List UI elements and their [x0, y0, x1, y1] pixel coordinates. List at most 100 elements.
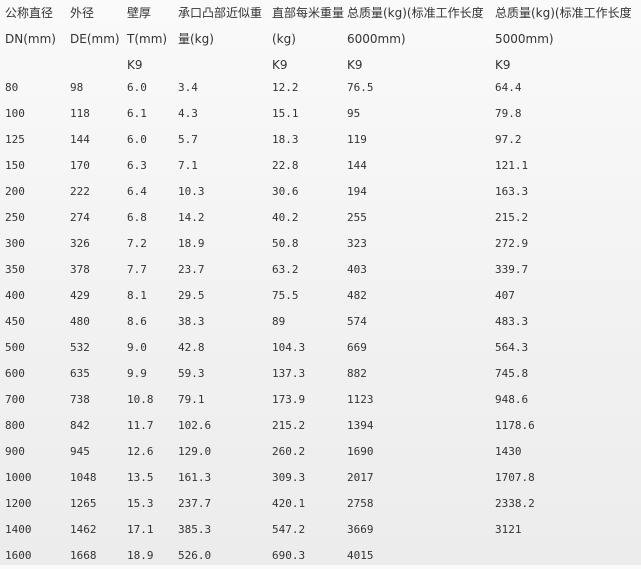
table-cell: 900: [5, 445, 25, 458]
table-cell: 323: [347, 237, 367, 250]
table-cell: 11.7: [127, 419, 154, 432]
table-cell: 23.7: [178, 263, 205, 276]
table-cell: 173.9: [272, 393, 306, 406]
table-row: 125 144 6.0 5.7 18.3 119 97.2: [0, 127, 641, 153]
table-cell: 309.3: [272, 471, 306, 484]
table-cell: 526.0: [178, 549, 212, 562]
table-cell: 64.4: [495, 81, 522, 94]
table-cell: 4015: [347, 549, 374, 562]
table-cell: 42.8: [178, 341, 205, 354]
table-cell: 12.6: [127, 445, 154, 458]
table-cell: 170: [70, 159, 90, 172]
header-cell: 直部每米重量: [272, 6, 345, 20]
table-cell: 800: [5, 419, 25, 432]
table-cell: 842: [70, 419, 90, 432]
table-cell: 215.2: [495, 211, 529, 224]
table-cell: 104.3: [272, 341, 306, 354]
table-cell: 100: [5, 107, 25, 120]
table-cell: 6.3: [127, 159, 147, 172]
table-cell: 6.0: [127, 81, 147, 94]
table-cell: 483.3: [495, 315, 529, 328]
table-row: 800 842 11.7 102.6 215.2 1394 1178.6: [0, 413, 641, 439]
table-cell: 9.0: [127, 341, 147, 354]
table-cell: 10.8: [127, 393, 154, 406]
table-row: 450 480 8.6 38.3 89 574 483.3: [0, 309, 641, 335]
table-cell: 18.9: [127, 549, 154, 562]
table-cell: 500: [5, 341, 25, 354]
table-cell: 3669: [347, 523, 374, 536]
table-cell: 669: [347, 341, 367, 354]
table-cell: 9.9: [127, 367, 147, 380]
header-cell: 总质量(kg)(标准工作长度: [495, 6, 632, 20]
table-row: 1200 1265 15.3 237.7 420.1 2758 2338.2: [0, 491, 641, 517]
table-cell: 12.2: [272, 81, 299, 94]
table-cell: 194: [347, 185, 367, 198]
table-cell: 144: [347, 159, 367, 172]
header-cell: 承口凸部近似重: [178, 6, 263, 20]
table-cell: 10.3: [178, 185, 205, 198]
header-cell: K9: [127, 58, 143, 72]
header-cell: DE(mm): [70, 32, 120, 46]
table-row: 1400 1462 17.1 385.3 547.2 3669 3121: [0, 517, 641, 543]
table-cell: 378: [70, 263, 90, 276]
header-cell: 总质量(kg)(标准工作长度: [347, 6, 484, 20]
header-cell: T(mm): [127, 32, 168, 46]
table-cell: 40.2: [272, 211, 299, 224]
table-cell: 102.6: [178, 419, 212, 432]
table-cell: 59.3: [178, 367, 205, 380]
table-cell: 407: [495, 289, 515, 302]
table-cell: 1265: [70, 497, 97, 510]
header-cell: DN(mm): [5, 32, 56, 46]
table-cell: 13.5: [127, 471, 154, 484]
table-cell: 690.3: [272, 549, 306, 562]
table-cell: 250: [5, 211, 25, 224]
table-cell: 1394: [347, 419, 374, 432]
table-cell: 339.7: [495, 263, 529, 276]
table-row: 1600 1668 18.9 526.0 690.3 4015: [0, 543, 641, 569]
table-row: 500 532 9.0 42.8 104.3 669 564.3: [0, 335, 641, 361]
table-cell: 450: [5, 315, 25, 328]
table-cell: 738: [70, 393, 90, 406]
header-cell: (kg): [272, 32, 296, 46]
header-cell: 壁厚: [127, 6, 152, 20]
header-row: 公称直径 外径 壁厚 承口凸部近似重 直部每米重量 总质量(kg)(标准工作长度 总质量(k…: [0, 0, 641, 26]
header-row: K9 K9 K9 K9: [0, 52, 641, 78]
table-cell: 79.8: [495, 107, 522, 120]
table-cell: 260.2: [272, 445, 306, 458]
table-cell: 420.1: [272, 497, 306, 510]
table-cell: 137.3: [272, 367, 306, 380]
table-row: 80 98 6.0 3.4 12.2 76.5 64.4: [0, 75, 641, 101]
header-cell: 6000mm): [347, 32, 406, 46]
table-cell: 50.8: [272, 237, 299, 250]
table-cell: 1123: [347, 393, 374, 406]
table-cell: 600: [5, 367, 25, 380]
table-cell: 1600: [5, 549, 32, 562]
table-cell: 1178.6: [495, 419, 535, 432]
table-cell: 1400: [5, 523, 32, 536]
table-cell: 163.3: [495, 185, 529, 198]
table-cell: 6.1: [127, 107, 147, 120]
table-cell: 8.1: [127, 289, 147, 302]
table-cell: 237.7: [178, 497, 212, 510]
table-row: 300 326 7.2 18.9 50.8 323 272.9: [0, 231, 641, 257]
table-cell: 1690: [347, 445, 374, 458]
table-cell: 38.3: [178, 315, 205, 328]
table-cell: 4.3: [178, 107, 198, 120]
table-cell: 1462: [70, 523, 97, 536]
table-cell: 118: [70, 107, 90, 120]
table-row: 700 738 10.8 79.1 173.9 1123 948.6: [0, 387, 641, 413]
table-cell: 480: [70, 315, 90, 328]
table-cell: 1430: [495, 445, 522, 458]
table-row: 1000 1048 13.5 161.3 309.3 2017 1707.8: [0, 465, 641, 491]
table-cell: 6.0: [127, 133, 147, 146]
table-row: 400 429 8.1 29.5 75.5 482 407: [0, 283, 641, 309]
table-cell: 1048: [70, 471, 97, 484]
table-cell: 63.2: [272, 263, 299, 276]
table-cell: 300: [5, 237, 25, 250]
table-cell: 6.8: [127, 211, 147, 224]
table-row: 600 635 9.9 59.3 137.3 882 745.8: [0, 361, 641, 387]
table-cell: 429: [70, 289, 90, 302]
table-cell: 700: [5, 393, 25, 406]
table-cell: 945: [70, 445, 90, 458]
table-cell: 272.9: [495, 237, 529, 250]
